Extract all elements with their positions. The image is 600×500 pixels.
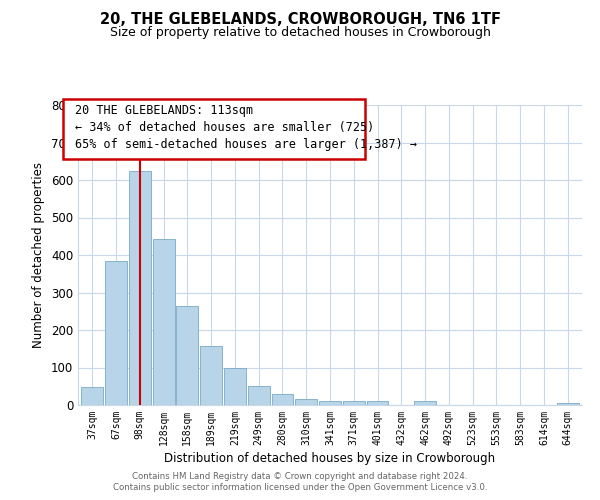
Text: Contains public sector information licensed under the Open Government Licence v3: Contains public sector information licen… [113,484,487,492]
X-axis label: Distribution of detached houses by size in Crowborough: Distribution of detached houses by size … [164,452,496,465]
Bar [129,172,151,405]
Bar [319,401,341,405]
Bar [343,401,365,405]
Bar [414,401,436,405]
Bar [557,403,578,405]
Bar [200,346,222,405]
Bar [272,394,293,405]
Text: ← 34% of detached houses are smaller (725): ← 34% of detached houses are smaller (72… [75,121,374,134]
Text: Size of property relative to detached houses in Crowborough: Size of property relative to detached ho… [110,26,490,39]
Bar [176,306,198,405]
Text: Contains HM Land Registry data © Crown copyright and database right 2024.: Contains HM Land Registry data © Crown c… [132,472,468,481]
Y-axis label: Number of detached properties: Number of detached properties [32,162,46,348]
Bar [295,398,317,405]
Bar [105,260,127,405]
Bar [152,239,175,405]
Bar [82,387,103,405]
Text: 65% of semi-detached houses are larger (1,387) →: 65% of semi-detached houses are larger (… [75,138,417,151]
Bar [224,368,246,405]
Text: 20, THE GLEBELANDS, CROWBOROUGH, TN6 1TF: 20, THE GLEBELANDS, CROWBOROUGH, TN6 1TF [100,12,500,28]
Bar [248,386,269,405]
Bar [367,401,388,405]
Text: 20 THE GLEBELANDS: 113sqm: 20 THE GLEBELANDS: 113sqm [75,104,253,117]
